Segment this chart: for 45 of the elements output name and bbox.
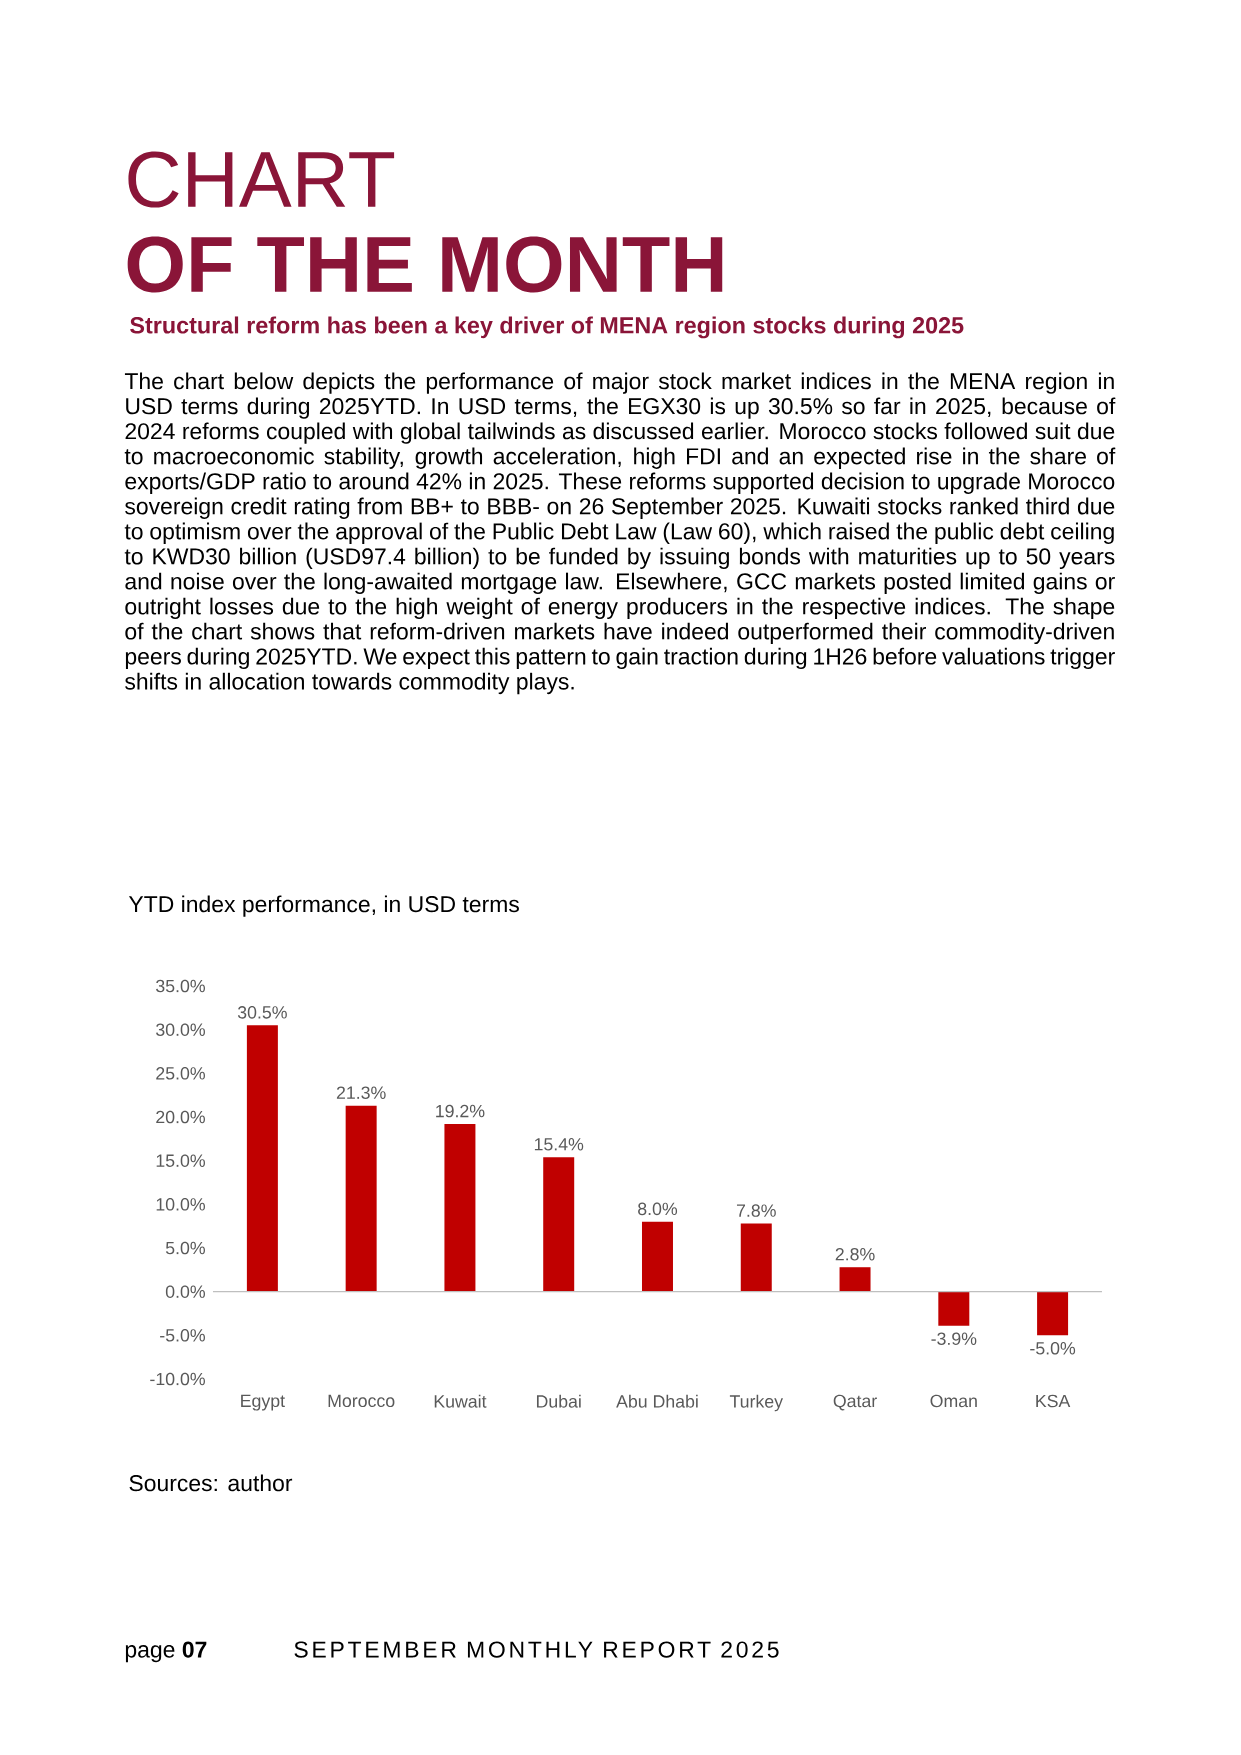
y-tick-label: 0.0% — [165, 1285, 205, 1298]
y-tick-label: 10.0% — [156, 1198, 205, 1211]
data-label: 30.5% — [237, 1006, 287, 1019]
text: The chart below depicts the performance of major stock market indices in the MENA region in USD terms during 2025YTD. In USD terms, the EGX30 is up 30.5% so far in 2025, because of 2024 reforms coupled with global tailwinds as discussed earlier. Morocco stocks followed suit due to macroeconomic stability, growth acceleration, high FDI and an expected rise in the share of exports/GDP ratio to around 42% in 2025. These reforms supported decision to upgrade Morocco sovereign credit rating from BB+ to BBB- on 26 September 2025. Kuwaiti stocks ranked third due to optimism over the approval of the Public Debt Law (Law 60), which raised the public debt ceiling to KWD30 billion (USD97.4 billion) to be funded by issuing bonds with maturities up to 50 years and noise over the long-awaited mortgage law. Elsewhere, GCC markets posted limited gains or outright losses due to the high weight of energy producers in the respective indices. The shape of the chart shows that reform-driven markets have indeed outperformed their commodity-driven peers during 2025YTD. We expect this pattern to gain traction during 1H26 before valuations trigger shifts in allocation towards commodity plays. — [124, 372, 1116, 695]
data-label: -5.0% — [1030, 1342, 1076, 1355]
y-tick-label: 15.0% — [156, 1154, 205, 1167]
data-label: 19.2% — [436, 1104, 485, 1118]
text: SEPTEMBER MONTHLY REPORT 2025 — [294, 1641, 779, 1658]
bar — [444, 1124, 476, 1292]
x-tick-label: Egypt — [241, 1394, 285, 1411]
data-label: 15.4% — [534, 1138, 584, 1151]
y-tick-label: 5.0% — [165, 1241, 205, 1255]
bar — [246, 1025, 278, 1292]
y-tick-label: 20.0% — [156, 1110, 205, 1124]
x-tick-label: Oman — [930, 1394, 977, 1408]
chart-title: YTD index performance, in USD terms — [128, 895, 519, 917]
x-tick-label: Morocco — [328, 1394, 395, 1408]
x-tick-label: Qatar — [833, 1394, 877, 1411]
data-label: 21.3% — [336, 1086, 386, 1099]
x-tick-label: Turkey — [729, 1394, 783, 1412]
x-tick-label: Kuwait — [434, 1394, 487, 1408]
x-tick-label: Dubai — [536, 1394, 581, 1408]
bar — [938, 1291, 970, 1326]
text: Structural reform has been a key driver of MENA region stocks during 2025 — [130, 316, 964, 339]
y-tick-label: -5.0% — [160, 1329, 205, 1342]
bar — [1037, 1291, 1069, 1336]
data-label: -3.9% — [931, 1332, 977, 1345]
bar — [641, 1221, 673, 1292]
text: page 07 — [125, 1641, 207, 1663]
x-tick-label: Abu Dhabi — [616, 1394, 698, 1408]
y-tick-label: 35.0% — [156, 979, 205, 993]
text: CHART — [128, 151, 395, 208]
data-label: 7.8% — [736, 1204, 776, 1217]
bar — [839, 1267, 871, 1292]
data-label: 8.0% — [638, 1202, 678, 1216]
bar — [345, 1105, 377, 1292]
y-tick-label: 25.0% — [156, 1067, 205, 1080]
bar — [543, 1157, 575, 1292]
data-label: 2.8% — [835, 1248, 875, 1261]
y-tick-label: 30.0% — [156, 1023, 205, 1036]
source-note: Sources: author — [129, 1474, 293, 1492]
y-tick-label: -10.0% — [150, 1372, 205, 1386]
x-tick-label: KSA — [1036, 1394, 1071, 1408]
bar — [740, 1223, 772, 1292]
text: OF THE MONTH — [127, 236, 723, 293]
